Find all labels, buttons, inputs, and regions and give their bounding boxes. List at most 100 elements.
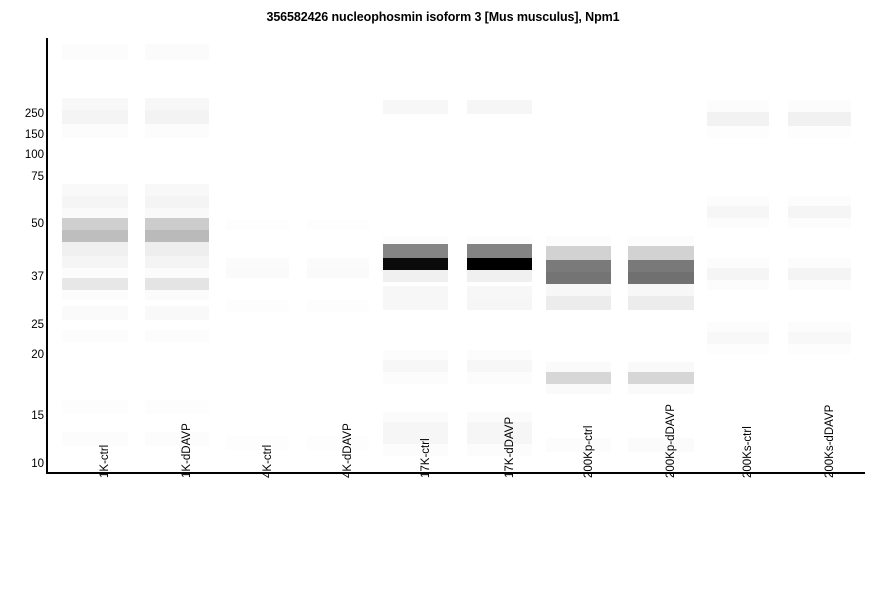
gel-band bbox=[62, 218, 128, 230]
gel-band bbox=[145, 208, 209, 218]
gel-band bbox=[628, 236, 694, 246]
gel-band bbox=[546, 246, 611, 260]
gel-band bbox=[383, 286, 448, 298]
gel-band bbox=[383, 360, 448, 372]
gel-band bbox=[628, 260, 694, 272]
gel-band bbox=[788, 258, 851, 270]
gel-band bbox=[707, 280, 769, 290]
y-tick-label: 25 bbox=[31, 319, 44, 331]
gel-band bbox=[467, 350, 532, 360]
lane-label-200ks-ddavp: 200Ks-dDAVP bbox=[823, 404, 836, 478]
gel-band bbox=[145, 184, 209, 196]
gel-band bbox=[707, 100, 769, 112]
gel-band bbox=[145, 268, 209, 278]
gel-band bbox=[383, 444, 448, 456]
gel-band bbox=[467, 360, 532, 372]
gel-band bbox=[62, 184, 128, 196]
gel-band bbox=[546, 260, 611, 272]
y-tick-label: 37 bbox=[31, 271, 44, 283]
gel-band bbox=[62, 110, 128, 124]
gel-band bbox=[628, 438, 694, 452]
gel-band bbox=[145, 400, 209, 414]
gel-lane[interactable] bbox=[628, 38, 694, 472]
gel-band bbox=[145, 124, 209, 138]
gel-band bbox=[145, 196, 209, 208]
gel-lane[interactable] bbox=[62, 38, 128, 472]
gel-band bbox=[628, 372, 694, 384]
lane-label-1k-ctrl: 1K-ctrl bbox=[99, 444, 111, 478]
gel-band bbox=[707, 258, 769, 270]
gel-band bbox=[145, 230, 209, 242]
gel-band bbox=[62, 98, 128, 110]
lane-label-4k-ctrl: 4K-ctrl bbox=[261, 444, 274, 478]
gel-band bbox=[628, 272, 694, 284]
gel-band bbox=[788, 322, 851, 334]
gel-band bbox=[145, 256, 209, 268]
y-tick-label: 50 bbox=[31, 218, 44, 230]
gel-band bbox=[62, 290, 128, 300]
gel-band bbox=[788, 218, 851, 228]
gel-band bbox=[788, 206, 851, 218]
gel-band bbox=[62, 44, 128, 60]
gel-band bbox=[546, 236, 611, 246]
gel-band bbox=[467, 270, 532, 282]
gel-band bbox=[628, 362, 694, 372]
gel-band bbox=[707, 218, 769, 228]
gel-band bbox=[707, 206, 769, 218]
gel-band bbox=[383, 236, 448, 244]
gel-band bbox=[383, 412, 448, 422]
gel-band bbox=[145, 242, 209, 256]
gel-lane[interactable] bbox=[546, 38, 611, 472]
gel-band bbox=[62, 400, 128, 414]
x-axis-line bbox=[46, 472, 865, 474]
gel-plot-area bbox=[48, 38, 865, 472]
gel-band bbox=[788, 332, 851, 344]
gel-band bbox=[145, 306, 209, 320]
gel-band bbox=[62, 330, 128, 342]
gel-lane[interactable] bbox=[707, 38, 769, 472]
y-tick-label: 20 bbox=[31, 349, 44, 361]
gel-band bbox=[145, 290, 209, 300]
gel-band bbox=[62, 306, 128, 320]
gel-lane[interactable] bbox=[145, 38, 209, 472]
y-tick-label: 15 bbox=[31, 410, 44, 422]
lane-label-17k-ctrl: 17K-ctrl bbox=[419, 438, 432, 478]
gel-lane[interactable] bbox=[467, 38, 532, 472]
page-title: 356582426 nucleophosmin isoform 3 [Mus m… bbox=[266, 10, 620, 24]
gel-band bbox=[145, 278, 209, 290]
gel-band bbox=[788, 268, 851, 280]
gel-lane[interactable] bbox=[307, 38, 369, 472]
gel-band bbox=[307, 258, 369, 268]
gel-band bbox=[226, 268, 289, 278]
gel-band bbox=[467, 422, 532, 444]
y-tick-label: 10 bbox=[31, 458, 44, 470]
gel-band bbox=[707, 268, 769, 280]
gel-band bbox=[628, 284, 694, 296]
gel-lane[interactable] bbox=[383, 38, 448, 472]
gel-band bbox=[383, 350, 448, 360]
gel-band bbox=[62, 256, 128, 268]
gel-lane[interactable] bbox=[226, 38, 289, 472]
gel-band bbox=[707, 332, 769, 344]
gel-band bbox=[467, 298, 532, 310]
gel-band bbox=[467, 286, 532, 298]
gel-band bbox=[226, 258, 289, 268]
gel-band bbox=[467, 236, 532, 244]
gel-band bbox=[383, 270, 448, 282]
gel-band bbox=[467, 100, 532, 114]
gel-band bbox=[307, 220, 369, 230]
gel-band bbox=[546, 384, 611, 394]
gel-band bbox=[62, 230, 128, 242]
y-tick-label: 75 bbox=[31, 171, 44, 183]
gel-band bbox=[628, 296, 694, 310]
gel-band bbox=[62, 432, 128, 446]
gel-band bbox=[546, 372, 611, 384]
gel-band bbox=[628, 384, 694, 394]
gel-band bbox=[707, 344, 769, 354]
gel-band bbox=[62, 124, 128, 138]
gel-band bbox=[788, 344, 851, 354]
gel-band bbox=[145, 432, 209, 446]
gel-lane[interactable] bbox=[788, 38, 851, 472]
lane-label-4k-ddavp: 4K-dDAVP bbox=[342, 423, 354, 478]
gel-band bbox=[467, 258, 532, 270]
